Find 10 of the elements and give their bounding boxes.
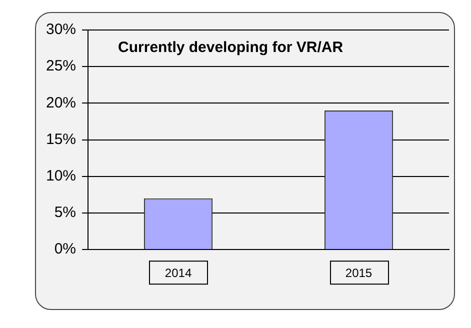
x-tick-label: 2015	[345, 266, 372, 280]
y-tick-label: 10%	[46, 168, 76, 185]
y-tick-label: 30%	[46, 21, 76, 38]
y-tick-label: 20%	[46, 94, 76, 112]
text: Currently developing for VR/AR	[118, 39, 344, 56]
y-tick-label: 25%	[46, 58, 76, 75]
y-tick-label: 5%	[54, 204, 76, 222]
y-tick-label: 0%	[54, 240, 76, 258]
y-tick-label: 15%	[46, 130, 76, 148]
x-tick-label: 2014	[164, 266, 192, 280]
